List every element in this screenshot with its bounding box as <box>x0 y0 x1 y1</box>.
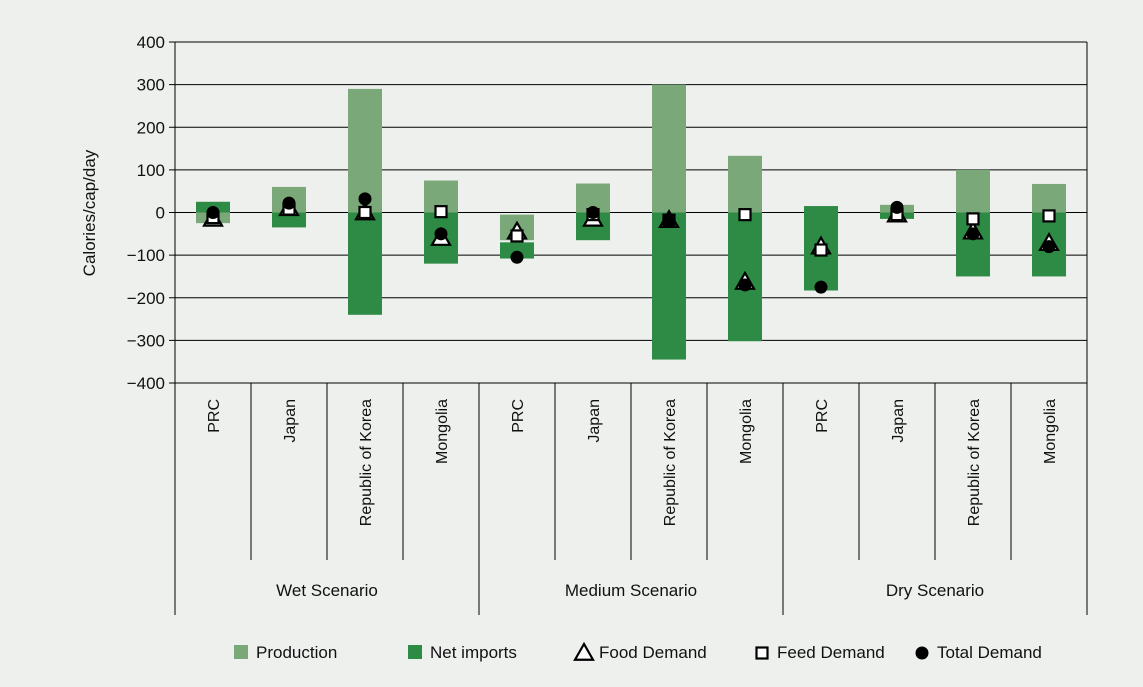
category-label: PRC <box>510 399 527 433</box>
category-label: Japan <box>890 399 907 443</box>
labels: 400 300 200 100 0 −100 −200 −300 −400 PRC Japan Rep… <box>127 33 1059 600</box>
marker-total-demand <box>358 192 372 206</box>
legend-label-feed-demand: Feed Demand <box>777 643 885 662</box>
bar-net-imports <box>652 212 686 360</box>
y-tick-label: 400 <box>137 33 165 52</box>
bar-net-imports <box>272 212 306 228</box>
marker-total-demand <box>510 250 524 264</box>
marker-total-demand <box>434 227 448 241</box>
category-label: Japan <box>586 399 603 443</box>
group-label: Medium Scenario <box>565 581 697 600</box>
legend: Production Net imports Food Demand Feed Dem… <box>234 641 1042 662</box>
marker-feed-demand <box>358 205 372 220</box>
marker-feed-demand <box>434 205 448 219</box>
marker-feed-demand <box>510 229 524 243</box>
legend-label-net-imports: Net imports <box>430 643 517 662</box>
category-label: Japan <box>282 399 299 443</box>
group-label: Dry Scenario <box>886 581 984 600</box>
bar-production <box>956 169 990 213</box>
category-label: Republic of Korea <box>358 399 375 526</box>
y-tick-label: 200 <box>137 118 165 137</box>
bar-production <box>728 155 762 213</box>
bar-net-imports <box>348 212 382 315</box>
legend-label-food-demand: Food Demand <box>599 643 707 662</box>
bars <box>196 84 1066 360</box>
category-label: PRC <box>814 399 831 433</box>
bar-production <box>348 88 382 213</box>
category-label: Mongolia <box>434 399 451 464</box>
bar-production <box>652 84 686 213</box>
marker-feed-demand <box>966 212 980 226</box>
category-label: Mongolia <box>1042 399 1059 464</box>
marker-total-demand <box>206 206 220 219</box>
y-tick-label: −200 <box>127 289 165 308</box>
gridlines <box>175 41 1087 384</box>
bar-production <box>1032 183 1066 213</box>
legend-marker-food-demand <box>573 641 595 661</box>
legend-label-total-demand: Total Demand <box>937 643 1042 662</box>
marker-total-demand <box>662 213 676 227</box>
y-tick-label: 100 <box>137 161 165 180</box>
marker-feed-demand <box>814 243 828 257</box>
legend-marker-total-demand <box>915 646 929 660</box>
axes <box>169 41 1088 615</box>
markers <box>202 192 1060 294</box>
marker-total-demand <box>738 278 752 292</box>
legend-swatch-net-imports <box>408 645 422 659</box>
legend-label-production: Production <box>256 643 337 662</box>
marker-total-demand <box>966 227 980 241</box>
marker-total-demand <box>282 196 296 210</box>
legend-marker-feed-demand <box>755 646 769 660</box>
legend-swatch-production <box>234 645 248 659</box>
category-label: Mongolia <box>738 399 755 464</box>
category-label: PRC <box>206 399 223 433</box>
marker-total-demand <box>890 200 904 214</box>
marker-total-demand <box>814 280 828 294</box>
y-tick-label: 300 <box>137 76 165 95</box>
y-axis-title: Calories/cap/day <box>80 149 99 276</box>
y-tick-label: −300 <box>127 331 165 350</box>
bar-net-imports <box>500 242 534 259</box>
group-label: Wet Scenario <box>276 581 378 600</box>
category-label: Republic of Korea <box>966 399 983 526</box>
marker-feed-demand <box>1042 209 1056 223</box>
category-label: Republic of Korea <box>662 399 679 526</box>
marker-feed-demand <box>738 208 752 222</box>
y-tick-label: −400 <box>127 374 165 393</box>
y-tick-label: 0 <box>156 204 165 223</box>
marker-total-demand <box>1042 240 1056 254</box>
marker-total-demand <box>586 206 600 219</box>
y-tick-label: −100 <box>127 246 165 265</box>
